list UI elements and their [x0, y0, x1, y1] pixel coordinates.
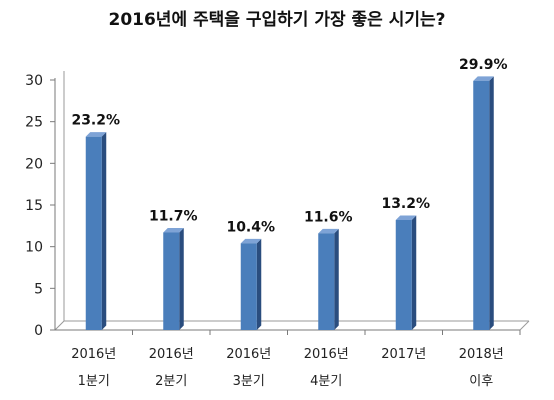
- bar-side: [256, 238, 262, 330]
- x-category-label: 3분기: [233, 374, 265, 389]
- x-category-label: 2016년: [71, 347, 116, 362]
- data-label: 10.4%: [226, 219, 275, 235]
- data-label: 29.9%: [459, 57, 508, 73]
- bar-top: [163, 228, 184, 233]
- y-tick-label: 20: [25, 156, 43, 172]
- bar-top: [240, 238, 262, 244]
- y-tick-label: 5: [34, 281, 43, 297]
- bar-side: [179, 228, 184, 330]
- y-tick-label: 25: [25, 115, 43, 131]
- bar-side: [411, 215, 417, 330]
- bar-top: [318, 228, 339, 234]
- x-category-label: 2016년: [304, 347, 349, 362]
- bar: [395, 220, 412, 330]
- x-category-label: 2016년: [149, 347, 194, 362]
- y-tick-label: 15: [25, 198, 43, 214]
- bar-top: [85, 132, 107, 137]
- x-category-label: 2017년: [381, 347, 426, 362]
- data-label: 13.2%: [381, 196, 430, 212]
- floor-right-edge: [519, 320, 530, 331]
- x-category-label: 2018년: [459, 347, 504, 362]
- y-tick-label: 10: [25, 240, 43, 256]
- x-category-label: 이후: [469, 374, 493, 389]
- x-category-label: 2분기: [155, 374, 187, 389]
- y-tick-label: 30: [25, 73, 43, 89]
- data-labels: 23.2% 11.7% 10.4% 11.6% 13.2% 29.9%: [71, 57, 508, 235]
- bar-top: [395, 215, 417, 220]
- x-axis-categories: 2016년 1분기 2016년 2분기 2016년 3분기 2016년 4분기 2017년 201…: [71, 330, 521, 389]
- data-label: 23.2%: [71, 113, 120, 129]
- y-axis-wall: [54, 71, 65, 331]
- bar-side: [101, 132, 107, 330]
- bars: [85, 76, 494, 330]
- bar: [473, 80, 490, 330]
- chart-axes: [54, 71, 530, 331]
- data-label: 11.7%: [149, 209, 198, 225]
- y-tick-label: 0: [34, 323, 43, 339]
- x-category-label: 1분기: [78, 374, 110, 389]
- x-category-label: 4분기: [310, 374, 342, 389]
- x-category-label: 2016년: [226, 347, 271, 362]
- chart-title: 2016년에 주택을 구입하기 가장 좋은 시기는?: [108, 10, 446, 30]
- data-label: 11.6%: [304, 209, 353, 225]
- y-axis-ticks: 0 5 10 15 20 25 30: [25, 73, 55, 339]
- bar: [318, 233, 335, 330]
- bar-side: [334, 228, 339, 330]
- bar-top: [473, 76, 494, 81]
- bar-side: [489, 76, 494, 330]
- bar: [240, 243, 257, 330]
- bar: [163, 232, 180, 330]
- bar: [85, 136, 102, 330]
